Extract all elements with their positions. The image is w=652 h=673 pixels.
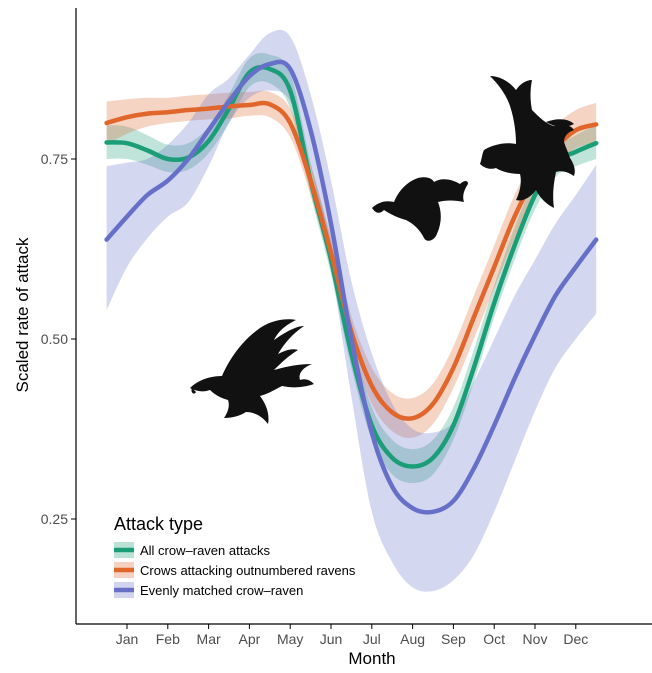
y-axis-ticks: 0.25 0.50 0.75: [41, 151, 76, 527]
raven-silhouette-left: [190, 319, 314, 424]
legend-title: Attack type: [114, 514, 203, 534]
x-axis-ticks: Jan Feb Mar Apr May Jun Jul Aug Sep Oct Nov Dec: [116, 624, 588, 647]
legend-label-evenly-matched-crow-raven: Evenly matched crow–raven: [140, 583, 303, 598]
confidence-band-crows-attacking-outnumbered-ravens: [106, 90, 597, 438]
x-tick-label-aug: Aug: [400, 631, 425, 647]
legend-items: All crow–raven attacks Crows attacking ou…: [114, 542, 356, 598]
x-tick-label-oct: Oct: [483, 631, 505, 647]
series-line-evenly-matched-crow-raven: [104, 59, 599, 515]
x-tick-label-sep: Sep: [441, 631, 466, 647]
legend: Attack type All crow–raven attacks Crows …: [114, 514, 356, 598]
x-tick-label-dec: Dec: [563, 631, 588, 647]
x-tick-label-apr: Apr: [239, 631, 261, 647]
y-tick-label-0.75: 0.75: [41, 151, 68, 167]
x-tick-label-jul: Jul: [363, 631, 381, 647]
x-axis-title: Month: [348, 649, 395, 668]
confidence-bands: [106, 29, 597, 592]
confidence-band-all-crow-raven-attacks: [106, 52, 597, 484]
series-lines: [104, 59, 599, 515]
x-tick-label-nov: Nov: [523, 631, 548, 647]
x-tick-label-mar: Mar: [197, 631, 221, 647]
legend-label-crows-attacking-outnumbered-ravens: Crows attacking outnumbered ravens: [140, 563, 356, 578]
raven-silhouette-center: [372, 177, 468, 241]
y-axis-title: Scaled rate of attack: [13, 237, 32, 392]
y-tick-label-0.50: 0.50: [41, 331, 68, 347]
confidence-band-evenly-matched-crow-raven: [106, 29, 597, 592]
x-tick-label-jan: Jan: [116, 631, 139, 647]
y-tick-label-0.25: 0.25: [41, 511, 68, 527]
raven-silhouette-right: [480, 76, 575, 208]
x-tick-label-jun: Jun: [320, 631, 343, 647]
x-tick-label-may: May: [277, 631, 303, 647]
legend-label-all-crow-raven-attacks: All crow–raven attacks: [140, 543, 271, 558]
x-tick-label-feb: Feb: [156, 631, 180, 647]
